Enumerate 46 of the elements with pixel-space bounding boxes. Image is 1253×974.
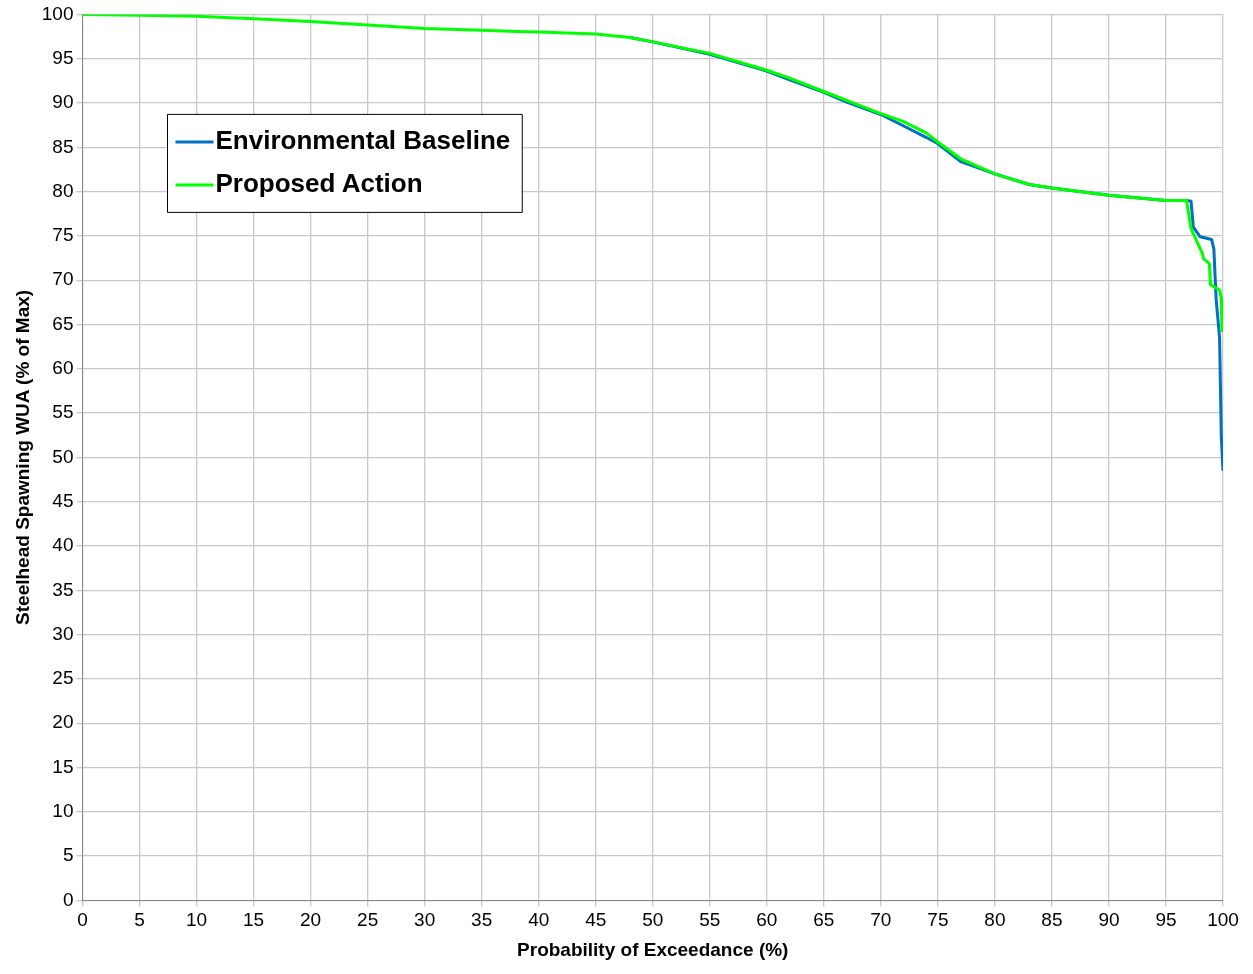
y-tick-label: 15 xyxy=(52,755,74,777)
y-tick-label: 80 xyxy=(52,179,74,201)
y-tick-label: 75 xyxy=(52,224,74,246)
legend-label: Environmental Baseline xyxy=(215,125,511,156)
x-tick-label: 75 xyxy=(927,909,949,931)
x-tick-label: 70 xyxy=(870,909,892,931)
x-tick-label: 5 xyxy=(134,909,145,931)
x-tick-label: 60 xyxy=(756,909,778,931)
x-tick-label: 35 xyxy=(471,909,493,931)
y-tick-label: 50 xyxy=(52,445,74,467)
x-tick-label: 100 xyxy=(1207,909,1239,931)
x-tick-label: 65 xyxy=(813,909,835,931)
y-tick-label: 55 xyxy=(52,401,74,423)
x-tick-label: 85 xyxy=(1041,909,1063,931)
x-tick-label: 10 xyxy=(185,909,208,931)
x-tick-label: 15 xyxy=(243,909,265,931)
x-tick-label: 50 xyxy=(642,909,664,931)
y-tick-label: 25 xyxy=(52,667,74,689)
y-tick-label: 10 xyxy=(52,800,74,822)
x-tick-label: 90 xyxy=(1098,909,1120,931)
y-tick-label: 85 xyxy=(52,135,74,157)
x-axis-title: Probability of Exceedance (%) xyxy=(517,938,789,960)
y-tick-label: 60 xyxy=(52,357,74,379)
y-tick-label: 35 xyxy=(52,578,74,600)
x-tick-label: 95 xyxy=(1155,909,1177,931)
y-tick-label: 45 xyxy=(52,489,74,511)
x-tick-label: 80 xyxy=(984,909,1006,931)
x-tick-label: 55 xyxy=(699,909,721,931)
x-tick-label: 0 xyxy=(77,909,88,931)
y-tick-label: 90 xyxy=(52,91,74,113)
y-tick-label: 70 xyxy=(52,268,74,290)
x-tick-label: 25 xyxy=(357,909,379,931)
y-axis-title: Steelhead Spawning WUA (% of Max) xyxy=(11,289,33,625)
y-tick-label: 0 xyxy=(62,888,74,910)
x-tick-label: 40 xyxy=(528,909,550,931)
y-tick-label: 40 xyxy=(52,534,74,556)
y-tick-label: 100 xyxy=(41,2,74,24)
y-tick-label: 30 xyxy=(52,622,74,644)
legend-label: Proposed Action xyxy=(215,168,423,199)
x-tick-label: 30 xyxy=(414,909,436,931)
x-tick-label: 20 xyxy=(300,909,322,931)
y-tick-label: 5 xyxy=(62,844,74,866)
y-tick-label: 20 xyxy=(52,711,74,733)
x-tick-label: 45 xyxy=(585,909,607,931)
y-tick-label: 65 xyxy=(52,312,74,334)
y-tick-label: 95 xyxy=(52,46,74,68)
